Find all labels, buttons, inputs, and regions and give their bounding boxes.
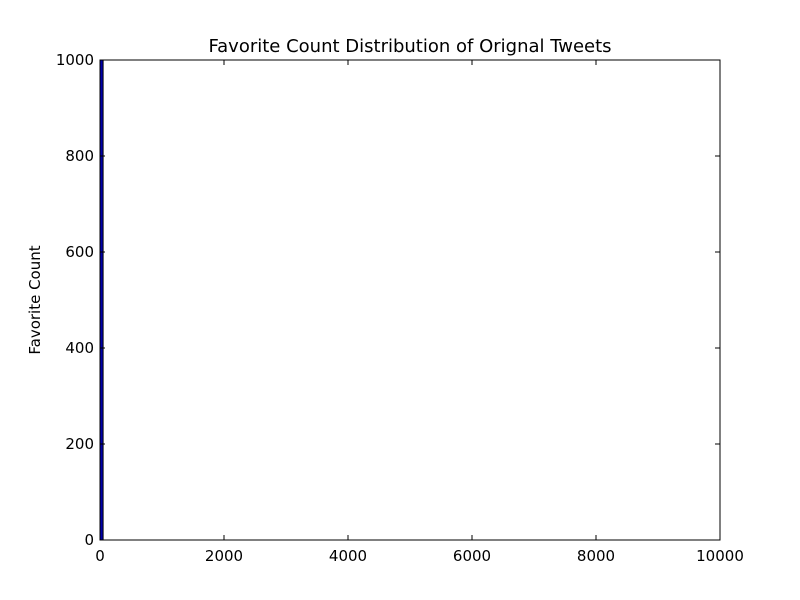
y-axis-label: Favorite Count: [26, 245, 44, 354]
x-axis-ticks: 0 2000 4000 6000 8000 10000: [95, 60, 744, 565]
y-tick-label: 800: [65, 147, 94, 165]
x-tick-label: 6000: [453, 547, 491, 565]
x-tick-label: 10000: [696, 547, 744, 565]
y-tick-label: 600: [65, 243, 94, 261]
y-tick-label: 200: [65, 435, 94, 453]
chart-title: Favorite Count Distribution of Orignal T…: [208, 36, 611, 57]
x-tick-label: 4000: [329, 547, 367, 565]
y-tick-label: 400: [65, 339, 94, 357]
x-tick-label: 2000: [205, 547, 243, 565]
x-tick-label: 0: [95, 547, 105, 565]
plot-frame: [99, 59, 721, 541]
x-tick-label: 8000: [577, 547, 615, 565]
y-tick-label: 0: [84, 531, 94, 549]
y-tick-label: 1000: [56, 51, 94, 69]
